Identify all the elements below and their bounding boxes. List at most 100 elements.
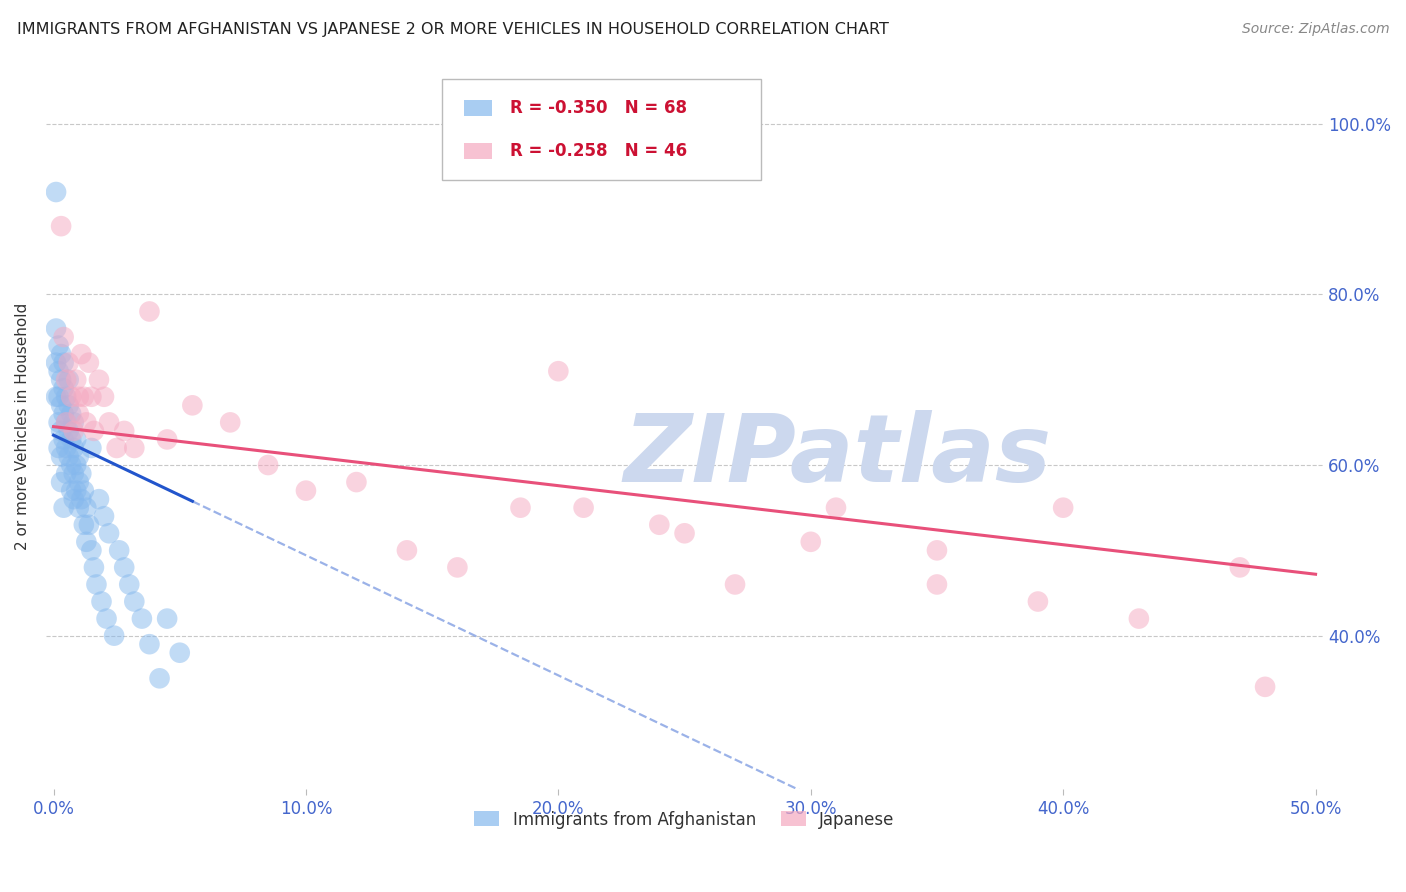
- Text: R = -0.350   N = 68: R = -0.350 N = 68: [509, 99, 686, 117]
- Point: [547, 364, 569, 378]
- Point: [124, 441, 146, 455]
- Point: [73, 517, 96, 532]
- Point: [219, 416, 242, 430]
- Point: [131, 611, 153, 625]
- Point: [75, 500, 97, 515]
- Text: ZIPatlas: ZIPatlas: [624, 409, 1052, 501]
- Point: [49, 424, 72, 438]
- Point: [55, 390, 77, 404]
- Point: [77, 356, 100, 370]
- Point: [67, 475, 90, 489]
- Point: [58, 450, 80, 464]
- Point: [103, 629, 125, 643]
- Point: [86, 577, 108, 591]
- Point: [49, 398, 72, 412]
- Text: R = -0.258   N = 46: R = -0.258 N = 46: [509, 142, 686, 160]
- Point: [1229, 560, 1251, 574]
- Point: [1052, 500, 1074, 515]
- Point: [108, 543, 131, 558]
- Point: [73, 483, 96, 498]
- Point: [1254, 680, 1277, 694]
- Point: [52, 356, 75, 370]
- Text: Source: ZipAtlas.com: Source: ZipAtlas.com: [1241, 22, 1389, 37]
- Point: [67, 500, 90, 515]
- Point: [112, 560, 135, 574]
- Point: [724, 577, 747, 591]
- Point: [48, 416, 70, 430]
- Point: [48, 364, 70, 378]
- Point: [446, 560, 468, 574]
- Point: [48, 390, 70, 404]
- Point: [295, 483, 318, 498]
- Point: [96, 611, 118, 625]
- Point: [181, 398, 204, 412]
- Point: [55, 441, 77, 455]
- Point: [62, 492, 84, 507]
- Point: [60, 433, 83, 447]
- Point: [98, 416, 121, 430]
- Point: [55, 373, 77, 387]
- Point: [83, 560, 105, 574]
- Point: [138, 637, 160, 651]
- Point: [55, 467, 77, 481]
- Point: [98, 526, 121, 541]
- Point: [70, 467, 93, 481]
- Point: [62, 416, 84, 430]
- Point: [124, 594, 146, 608]
- Y-axis label: 2 or more Vehicles in Household: 2 or more Vehicles in Household: [15, 303, 30, 550]
- Point: [67, 407, 90, 421]
- Point: [83, 424, 105, 438]
- Point: [48, 338, 70, 352]
- Point: [58, 424, 80, 438]
- FancyBboxPatch shape: [441, 78, 761, 180]
- Point: [55, 416, 77, 430]
- Point: [673, 526, 696, 541]
- Point: [1026, 594, 1049, 608]
- Point: [49, 347, 72, 361]
- Point: [62, 424, 84, 438]
- Point: [800, 534, 823, 549]
- Point: [87, 492, 110, 507]
- Point: [93, 390, 115, 404]
- Point: [58, 356, 80, 370]
- Point: [93, 509, 115, 524]
- Point: [156, 611, 179, 625]
- Point: [52, 433, 75, 447]
- Point: [62, 467, 84, 481]
- Point: [45, 356, 67, 370]
- Point: [60, 390, 83, 404]
- Point: [572, 500, 595, 515]
- Point: [648, 517, 671, 532]
- Point: [112, 424, 135, 438]
- Point: [49, 475, 72, 489]
- Point: [65, 483, 87, 498]
- Point: [257, 458, 280, 472]
- Point: [67, 390, 90, 404]
- Point: [70, 492, 93, 507]
- Legend: Immigrants from Afghanistan, Japanese: Immigrants from Afghanistan, Japanese: [468, 804, 901, 835]
- Point: [77, 517, 100, 532]
- Point: [1128, 611, 1150, 625]
- Point: [45, 185, 67, 199]
- Point: [169, 646, 191, 660]
- Point: [148, 671, 170, 685]
- Text: IMMIGRANTS FROM AFGHANISTAN VS JAPANESE 2 OR MORE VEHICLES IN HOUSEHOLD CORRELAT: IMMIGRANTS FROM AFGHANISTAN VS JAPANESE …: [17, 22, 889, 37]
- Point: [49, 450, 72, 464]
- Point: [58, 373, 80, 387]
- Point: [156, 433, 179, 447]
- Point: [48, 441, 70, 455]
- Point: [105, 441, 128, 455]
- Point: [52, 381, 75, 395]
- Point: [87, 373, 110, 387]
- Point: [52, 407, 75, 421]
- Point: [52, 500, 75, 515]
- Point: [80, 390, 103, 404]
- Point: [75, 416, 97, 430]
- Point: [62, 441, 84, 455]
- Point: [67, 450, 90, 464]
- Point: [45, 321, 67, 335]
- Point: [70, 347, 93, 361]
- Point: [118, 577, 141, 591]
- Point: [80, 441, 103, 455]
- Point: [58, 398, 80, 412]
